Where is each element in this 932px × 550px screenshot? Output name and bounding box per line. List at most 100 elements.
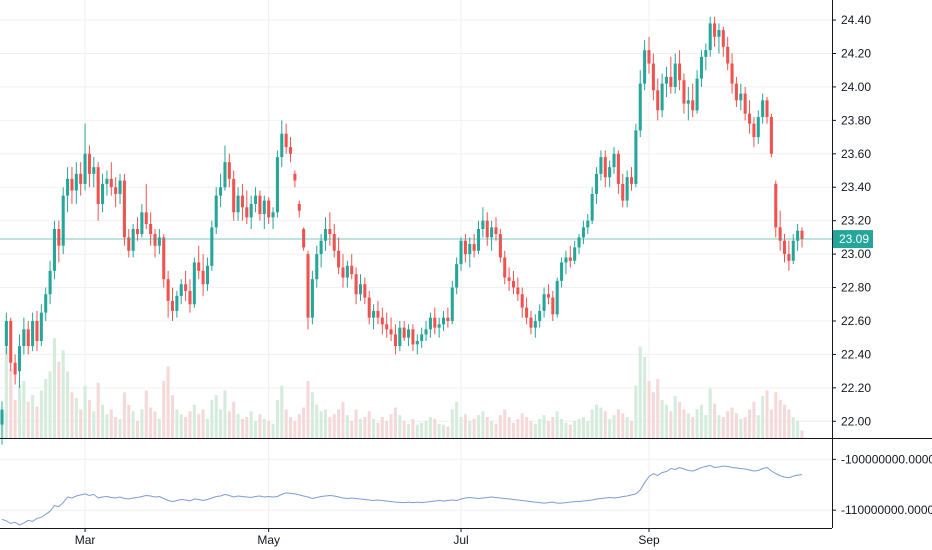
- time-tick-label: Mar: [75, 533, 96, 547]
- candle-body: [498, 234, 502, 258]
- volume-bar: [376, 422, 380, 438]
- candle-body: [621, 183, 625, 201]
- volume-bar: [197, 414, 201, 438]
- volume-bar: [105, 414, 109, 438]
- volume-bar: [52, 338, 56, 438]
- candle-body: [415, 341, 419, 345]
- candle-body: [354, 274, 358, 295]
- volume-bar: [87, 399, 91, 438]
- candle-body: [140, 212, 144, 235]
- price-tick-label: 22.40: [841, 347, 871, 361]
- volume-bar: [437, 423, 441, 438]
- volume-bar: [127, 404, 131, 438]
- volume-bar: [568, 424, 572, 438]
- candle-body: [35, 320, 39, 342]
- volume-bar: [800, 430, 804, 438]
- volume-bar: [621, 413, 625, 438]
- candle-body: [407, 329, 411, 338]
- indicator-pane: [0, 438, 932, 526]
- candle-body: [328, 229, 332, 235]
- volume-bar: [188, 411, 192, 438]
- volume-bar: [472, 418, 476, 438]
- candle-body: [551, 297, 555, 315]
- price-tick-label: 24.20: [841, 46, 871, 60]
- volume-bar: [743, 417, 747, 438]
- candle-body: [647, 50, 651, 64]
- candle-body: [774, 183, 778, 228]
- candle-body: [179, 284, 183, 296]
- candle-body: [791, 240, 795, 261]
- time-tick-label: May: [257, 533, 280, 547]
- price-tick-label: 23.80: [841, 113, 871, 127]
- volume-bar: [446, 426, 450, 438]
- volume-bar: [608, 418, 612, 438]
- candle-body: [656, 90, 660, 111]
- candle-body: [57, 229, 61, 246]
- candle-body: [31, 320, 35, 347]
- volume-bar: [9, 369, 13, 438]
- candle-body: [153, 234, 157, 246]
- volume-bar: [555, 411, 559, 438]
- volume-bar: [66, 371, 70, 438]
- volume-bar: [227, 411, 231, 438]
- candle-body: [310, 279, 314, 318]
- volume-bar: [254, 420, 258, 438]
- candle-body: [573, 247, 577, 261]
- volume-bar: [240, 418, 244, 438]
- volume-bar: [713, 403, 717, 438]
- candle-body: [254, 195, 258, 204]
- volume-bar: [450, 409, 454, 438]
- volume-bar: [442, 424, 446, 438]
- volume-bar: [520, 413, 524, 438]
- candle-body: [459, 240, 463, 265]
- candle-body: [105, 178, 109, 184]
- volume-bar: [337, 409, 341, 438]
- candle-body: [577, 237, 581, 248]
- volume-bar: [463, 414, 467, 438]
- candle-body: [748, 113, 752, 124]
- candle-body: [564, 257, 568, 263]
- volume-bar: [761, 396, 765, 438]
- candle-body: [372, 310, 376, 318]
- volume-bar: [433, 418, 437, 438]
- volume-bar: [262, 418, 266, 438]
- volume-bar: [691, 417, 695, 438]
- candle-body: [734, 83, 738, 101]
- candle-body: [13, 362, 17, 375]
- volume-bar: [476, 415, 481, 438]
- candle-body: [743, 93, 747, 114]
- candle-body: [232, 178, 236, 213]
- volume-bar: [328, 417, 332, 438]
- candle-body: [756, 117, 760, 138]
- candle-body: [166, 279, 170, 301]
- volume-bar: [31, 395, 35, 438]
- volume-bar: [170, 395, 175, 438]
- volume-bar: [634, 385, 638, 438]
- volume-bar: [629, 420, 634, 438]
- volume-bar: [232, 401, 236, 438]
- volume-bar: [201, 409, 205, 438]
- candle-body: [149, 224, 153, 235]
- volume-bar: [411, 418, 415, 438]
- candle-body: [595, 173, 599, 194]
- candle-body: [96, 167, 100, 204]
- candle-body: [678, 63, 682, 81]
- volume-bar: [275, 399, 279, 438]
- indicator-tick-label: -100000000.0000: [841, 452, 932, 466]
- candle-body: [341, 267, 345, 278]
- volume-bar: [319, 411, 323, 438]
- volume-bar: [699, 404, 703, 438]
- volume-bar: [581, 417, 585, 438]
- volume-bar: [236, 414, 240, 438]
- candle-body: [66, 178, 70, 196]
- candle-body: [651, 63, 655, 91]
- candle-body: [699, 56, 703, 79]
- volume-bar: [769, 409, 773, 438]
- volume-bar: [109, 409, 113, 438]
- candle-body: [9, 320, 13, 363]
- candle-body: [271, 212, 275, 218]
- volume-bar: [341, 401, 345, 438]
- volume-bar: [57, 361, 61, 438]
- volume-bar: [791, 417, 795, 438]
